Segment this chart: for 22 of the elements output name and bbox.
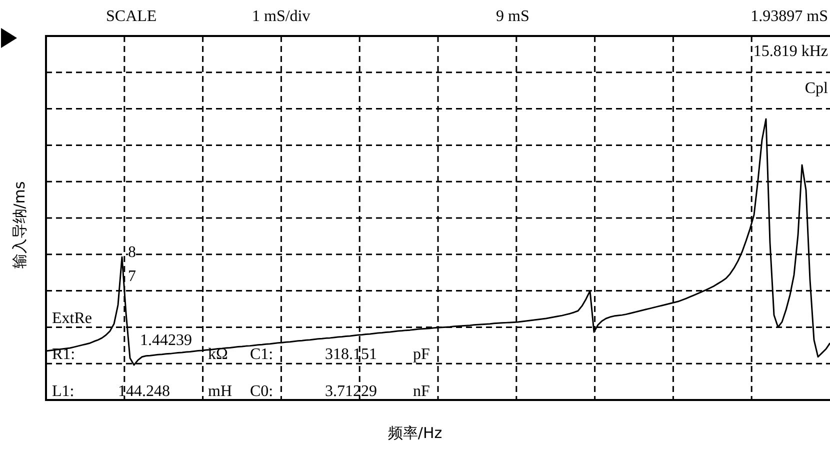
annotation: kΩ — [208, 346, 228, 364]
y-axis-title: 输入导纳/ms — [10, 181, 30, 269]
annotation: ExtRe — [52, 310, 92, 328]
text: 3.71229 — [325, 383, 377, 401]
text: C0: — [250, 383, 274, 401]
text: nF — [413, 383, 430, 401]
annotation: 318.151 — [325, 346, 377, 364]
x-axis-title: 频率/Hz — [388, 424, 442, 443]
text: 1 mS/div — [252, 8, 310, 26]
text: 1.93897 mS — [750, 8, 828, 26]
text: mH — [208, 383, 232, 401]
text: L1: — [52, 383, 74, 401]
text: 144.248 — [118, 383, 170, 401]
annotation: pF — [413, 346, 430, 364]
text: 15.819 kHz — [753, 43, 828, 61]
text: SCALE — [106, 8, 157, 26]
annotation: 8 — [128, 244, 136, 262]
annotation: 7 — [128, 268, 136, 286]
text: 9 mS — [496, 8, 530, 26]
annotation: C1: — [250, 346, 274, 364]
annotation: 1.44239 — [140, 332, 192, 350]
text: Cpl — [804, 80, 828, 98]
